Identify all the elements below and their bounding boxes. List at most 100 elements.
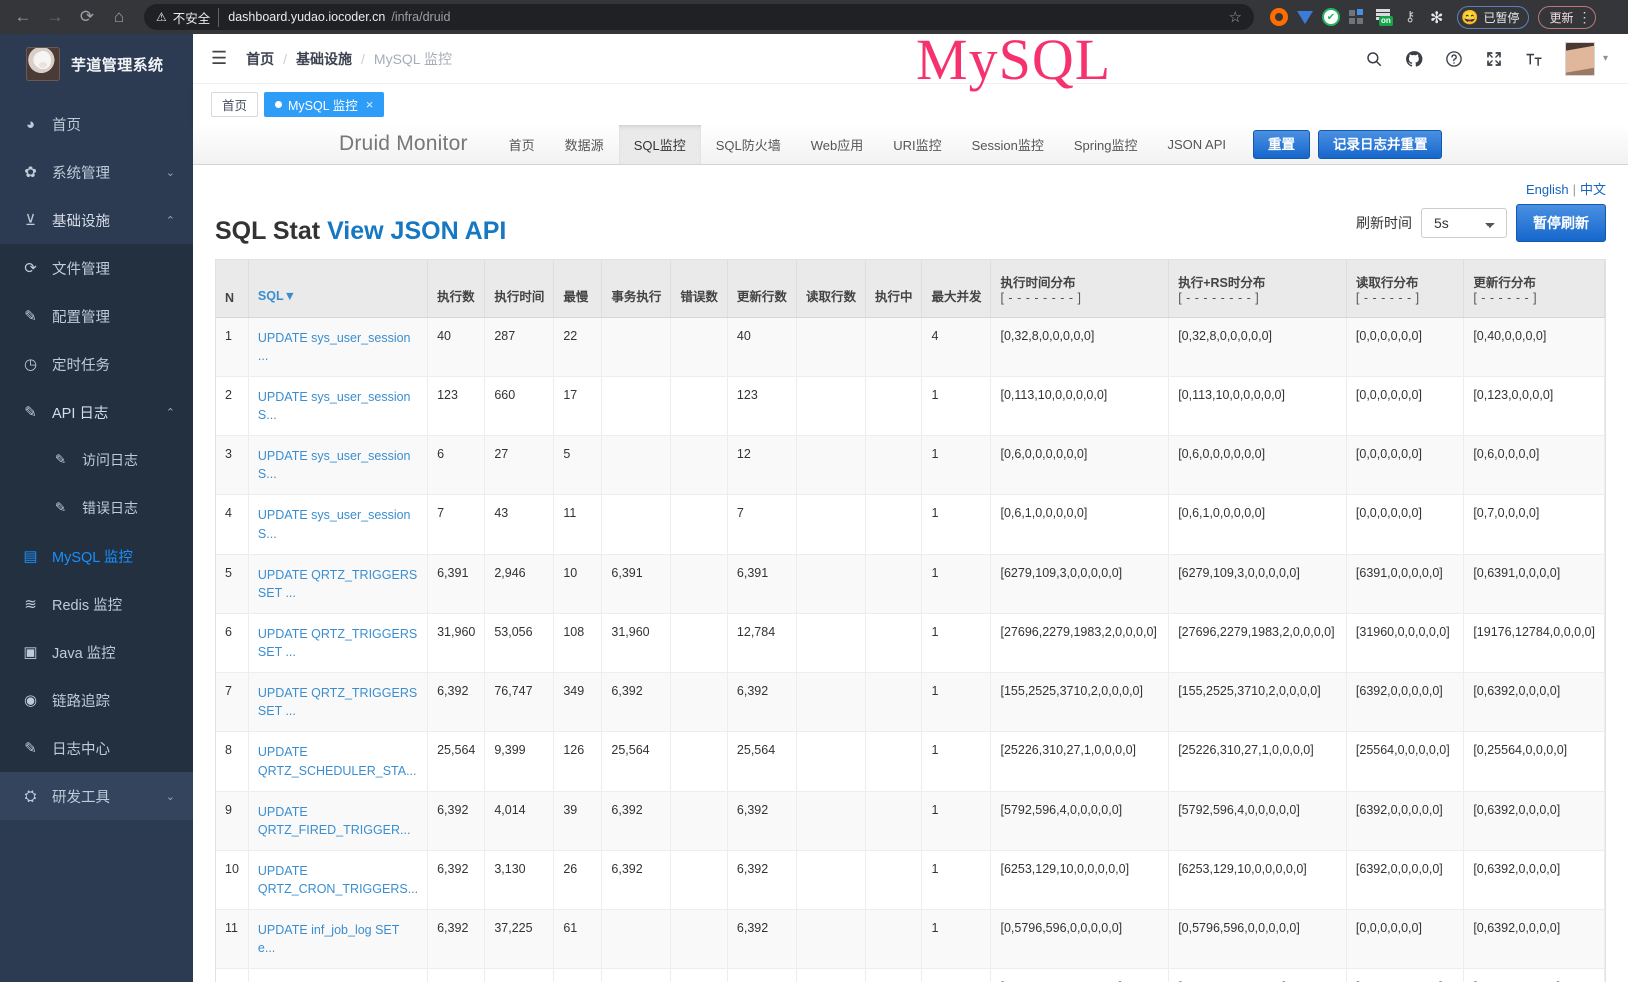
cell-sql-text[interactable]: UPDATE sys_user_session S... bbox=[248, 376, 429, 437]
cell-sql-text[interactable]: UPDATE sys_user_session S... bbox=[248, 494, 429, 555]
sidebar-item-12[interactable]: ◉ 链路追踪 bbox=[0, 676, 193, 724]
column-header-label: 读取行分布 bbox=[1355, 275, 1419, 290]
column-header-9[interactable]: 执行中 bbox=[865, 259, 923, 318]
druid-nav-web-app[interactable]: Web应用 bbox=[810, 137, 864, 153]
profile-status-pill[interactable]: 😄 已暂停 bbox=[1457, 5, 1530, 29]
cell-update-rows: 12 bbox=[727, 435, 797, 496]
column-header-6[interactable]: 错误数 bbox=[670, 259, 728, 318]
column-header-4[interactable]: 最慢 bbox=[553, 259, 603, 318]
chevron-down-icon[interactable]: ▾ bbox=[1602, 53, 1608, 64]
sidebar-toggle-icon[interactable]: ☰ bbox=[211, 48, 227, 68]
ring-extension-icon[interactable] bbox=[1270, 8, 1288, 26]
druid-nav-json-api[interactable]: JSON API bbox=[1167, 136, 1226, 152]
column-header-8[interactable]: 读取行数 bbox=[796, 259, 866, 318]
cell-sql-text[interactable]: UPDATE QRTZ_FIRED_TRIGGER... bbox=[248, 791, 429, 851]
sidebar-item-8[interactable]: ✎ 错误日志 bbox=[0, 484, 193, 532]
tab-mysql-monitor[interactable]: MySQL 监控 × bbox=[264, 92, 385, 117]
fullscreen-icon[interactable] bbox=[1485, 50, 1503, 68]
column-header-11[interactable]: 执行时间分布[ - - - - - - - - ] bbox=[990, 259, 1170, 318]
column-header-12[interactable]: 执行+RS时分布[ - - - - - - - - ] bbox=[1168, 259, 1347, 318]
cell-read-rows bbox=[796, 376, 866, 437]
sidebar-item-9[interactable]: ▤ MySQL 监控 bbox=[0, 532, 193, 580]
column-header-7[interactable]: 更新行数 bbox=[727, 259, 797, 318]
druid-nav-session-monitor[interactable]: Session监控 bbox=[971, 137, 1044, 153]
grammarly-extension-icon[interactable] bbox=[1322, 8, 1340, 26]
forward-button[interactable]: → bbox=[46, 7, 64, 26]
cell-sql-text[interactable]: UPDATE QRTZ_SCHEDULER_STA... bbox=[248, 731, 429, 792]
help-icon[interactable] bbox=[1445, 50, 1463, 68]
home-button[interactable]: ⌂ bbox=[113, 7, 125, 26]
breadcrumb-item-infra[interactable]: 基础设施 bbox=[296, 50, 353, 67]
cell-update-row-dist: [6392,0,0,0,0,0] bbox=[1463, 968, 1605, 982]
druid-nav-home[interactable]: 首页 bbox=[508, 137, 535, 153]
column-header-5[interactable]: 事务执行 bbox=[601, 259, 672, 318]
lang-chinese-link[interactable]: 中文 bbox=[1579, 181, 1606, 197]
column-header-13[interactable]: 读取行分布[ - - - - - - ] bbox=[1346, 259, 1465, 318]
cell-update-rows: 25,564 bbox=[727, 731, 797, 792]
druid-nav-spring-monitor[interactable]: Spring监控 bbox=[1073, 137, 1138, 153]
refresh-interval-select[interactable]: 5s10s20s30s60s bbox=[1421, 207, 1507, 238]
bookmark-icon[interactable]: ☆ bbox=[1228, 9, 1242, 26]
sidebar-item-3[interactable]: ⟳ 文件管理 bbox=[0, 244, 193, 292]
font-size-icon[interactable] bbox=[1525, 50, 1543, 68]
view-json-api-link[interactable]: View JSON API bbox=[327, 216, 507, 245]
adblock-on-extension-icon[interactable]: on bbox=[1376, 8, 1396, 26]
column-header-label: 执行数 bbox=[437, 289, 475, 304]
cell-sql-text[interactable]: UPDATE QRTZ_TRIGGERS SET ... bbox=[248, 613, 429, 674]
cell-error-count bbox=[670, 554, 728, 614]
cell-row-number: 11 bbox=[216, 909, 249, 970]
log-and-reset-button[interactable]: 记录日志并重置 bbox=[1317, 129, 1443, 160]
cell-sql-text[interactable]: UPDATE QRTZ_TRIGGERS SET ... bbox=[248, 672, 429, 733]
update-button[interactable]: 更新 ⋮ bbox=[1538, 5, 1597, 29]
cell-sql-text[interactable]: SELECT TRIGGER_STATE bbox=[248, 968, 429, 982]
column-header-2[interactable]: 执行数 bbox=[427, 259, 486, 318]
grid-extension-icon[interactable] bbox=[1349, 9, 1367, 25]
sidebar-item-4[interactable]: ✎ 配置管理 bbox=[0, 292, 193, 340]
cell-exec-time-dist: [27696,2279,1983,2,0,0,0,0] bbox=[990, 613, 1170, 674]
reset-button[interactable]: 重置 bbox=[1252, 129, 1310, 160]
reload-button[interactable]: ⟳ bbox=[79, 7, 95, 26]
puzzle-extensions-icon[interactable]: ✻ bbox=[1430, 10, 1444, 27]
druid-nav-uri-monitor[interactable]: URI监控 bbox=[893, 137, 942, 153]
sidebar-item-7[interactable]: ✎ 访问日志 bbox=[0, 436, 193, 484]
sidebar-item-2[interactable]: ⊻ 基础设施 ⌃ bbox=[0, 196, 193, 244]
address-bar[interactable]: ⚠ 不安全 dashboard.yudao.iocoder.cn/infra/d… bbox=[144, 4, 1254, 30]
sidebar-item-13[interactable]: ✎ 日志中心 bbox=[0, 724, 193, 772]
sidebar-item-11[interactable]: ▣ Java 监控 bbox=[0, 628, 193, 676]
sidebar-item-14[interactable]: ⛭ 研发工具 ⌄ bbox=[0, 772, 193, 820]
druid-nav-sql-monitor[interactable]: SQL监控 bbox=[618, 125, 701, 164]
key-extension-icon[interactable]: ⚷ bbox=[1405, 8, 1416, 24]
sidebar-item-6[interactable]: ✎ API 日志 ⌃ bbox=[0, 388, 193, 436]
lang-english-link[interactable]: English bbox=[1525, 181, 1569, 197]
cell-exec-time: 660 bbox=[484, 376, 555, 437]
search-icon[interactable] bbox=[1365, 50, 1383, 68]
chrome-menu-icon[interactable]: ⋮ bbox=[1577, 9, 1592, 25]
cell-sql-text[interactable]: UPDATE QRTZ_TRIGGERS SET ... bbox=[248, 554, 429, 614]
sidebar-item-0[interactable]: ◕ 首页 bbox=[0, 100, 193, 148]
back-button[interactable]: ← bbox=[14, 7, 32, 26]
column-header-label: 执行+RS时分布 bbox=[1178, 275, 1266, 290]
brand[interactable]: 芋道管理系统 bbox=[0, 34, 193, 94]
druid-nav-sql-firewall[interactable]: SQL防火墙 bbox=[715, 137, 781, 153]
column-header-1[interactable]: SQL▼ bbox=[248, 259, 429, 318]
tab-home[interactable]: 首页 bbox=[211, 92, 259, 117]
close-icon[interactable]: × bbox=[365, 97, 374, 112]
screen-icon: ▣ bbox=[23, 644, 38, 661]
cell-sql-text[interactable]: UPDATE inf_job_log SET e... bbox=[248, 909, 429, 970]
sidebar-item-10[interactable]: ≋ Redis 监控 bbox=[0, 580, 193, 628]
cell-sql-text[interactable]: UPDATE sys_user_session ... bbox=[248, 317, 429, 377]
druid-nav-datasource[interactable]: 数据源 bbox=[564, 137, 604, 153]
column-header-10[interactable]: 最大并发 bbox=[921, 259, 992, 318]
cell-sql-text[interactable]: UPDATE QRTZ_CRON_TRIGGERS... bbox=[248, 850, 429, 911]
sidebar-item-5[interactable]: ◷ 定时任务 bbox=[0, 340, 193, 388]
cell-sql-text[interactable]: UPDATE sys_user_session S... bbox=[248, 435, 429, 496]
column-header-0[interactable]: N bbox=[216, 259, 249, 318]
pause-refresh-button[interactable]: 暂停刷新 bbox=[1516, 203, 1606, 242]
diamond-extension-icon[interactable] bbox=[1297, 10, 1313, 24]
github-icon[interactable] bbox=[1405, 50, 1423, 68]
sidebar-item-1[interactable]: ✿ 系统管理 ⌄ bbox=[0, 148, 193, 196]
breadcrumb-item-home[interactable]: 首页 bbox=[246, 50, 275, 67]
column-header-3[interactable]: 执行时间 bbox=[484, 259, 555, 318]
user-avatar[interactable] bbox=[1564, 41, 1595, 76]
column-header-14[interactable]: 更新行分布[ - - - - - - ] bbox=[1463, 259, 1605, 318]
